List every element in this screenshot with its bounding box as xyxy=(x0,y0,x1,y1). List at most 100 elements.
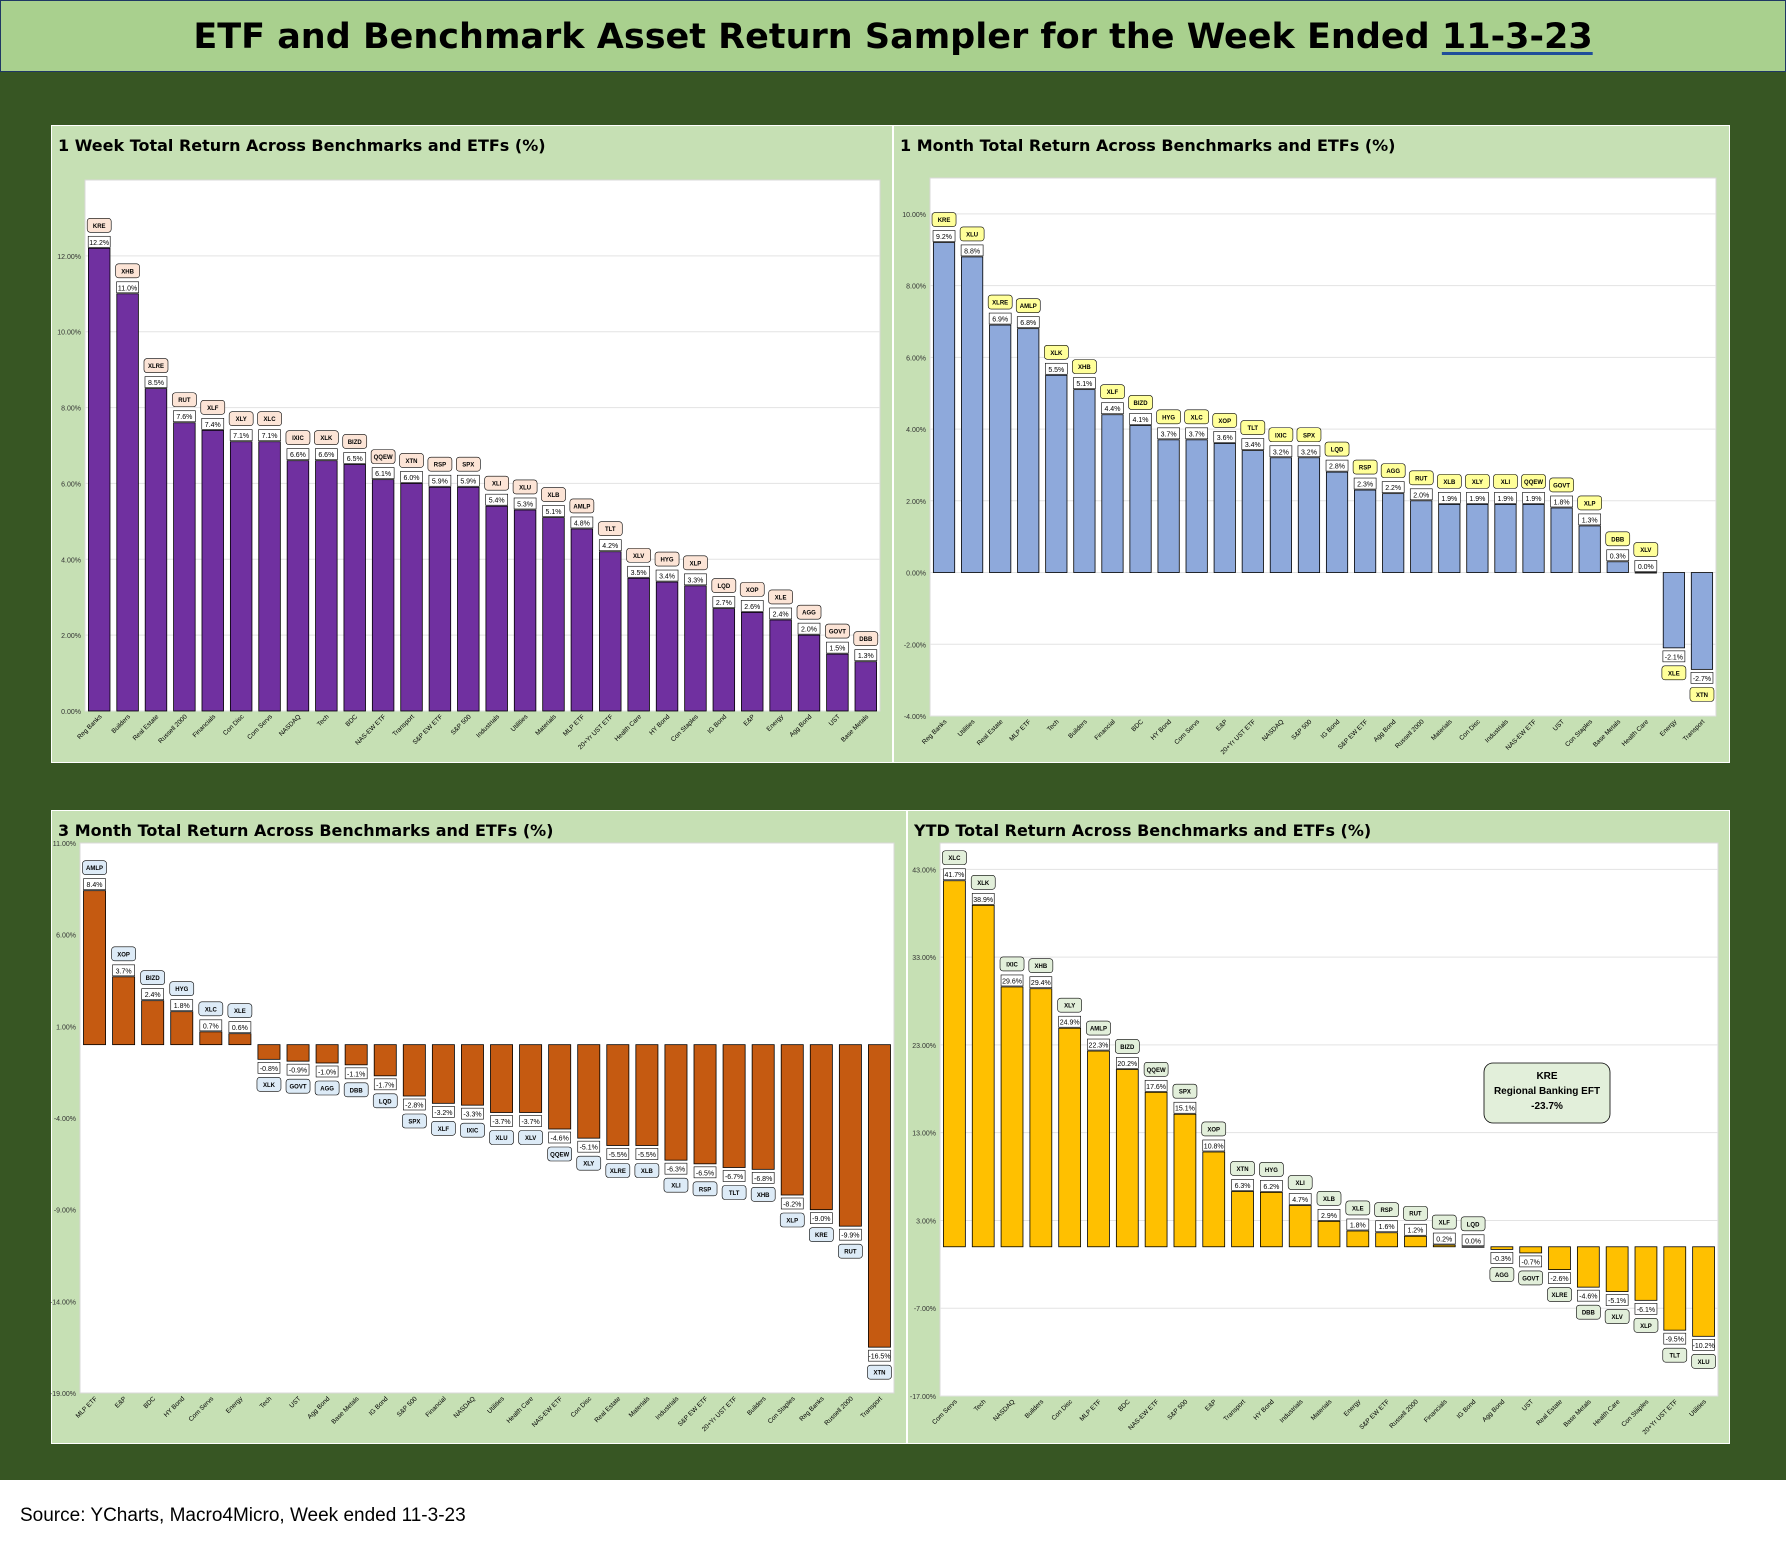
value-label-box xyxy=(1260,1180,1283,1192)
bar xyxy=(485,505,508,712)
ticker-label: XLE xyxy=(775,595,787,601)
value-label-box xyxy=(1577,1289,1600,1302)
page-title-date: 11-3-23 xyxy=(1441,17,1593,57)
ticker-label: XLP xyxy=(786,1219,798,1225)
ticker-label: GOVT xyxy=(1553,483,1570,489)
bar xyxy=(1017,328,1040,573)
ticker-tag xyxy=(402,1113,427,1129)
bar xyxy=(1663,1246,1687,1331)
x-tick-label: Tech xyxy=(316,713,331,728)
bar xyxy=(961,256,984,573)
value-label-box xyxy=(1058,1015,1081,1028)
y-tick-label: 3.00% xyxy=(916,1218,936,1225)
chart-panel-1-week: 1 Week Total Return Across Benchmarks an… xyxy=(51,125,893,763)
x-tick-label: Utilities xyxy=(957,718,977,738)
x-tick-label: Financial xyxy=(1094,718,1118,742)
value-label-box xyxy=(1663,1332,1687,1345)
value-label: 4.4% xyxy=(1104,406,1120,413)
value-label: -4.6% xyxy=(1579,1294,1597,1301)
ticker-label: XLF xyxy=(1107,390,1119,396)
value-label: 1.2% xyxy=(1407,1228,1423,1235)
x-tick-label: HY Bond xyxy=(1253,1398,1277,1422)
value-label-box xyxy=(141,988,164,1000)
bar xyxy=(343,464,366,712)
x-tick-label: S&P EW ETF xyxy=(412,713,445,746)
value-label: 1.9% xyxy=(1526,496,1542,503)
bar xyxy=(854,661,877,712)
y-tick-label: 6.00% xyxy=(61,481,81,488)
chart-ytd-svg: -17.00% -7.00% 3.00% 13.00% 23.00% 33.00% 43.0… xyxy=(910,842,1719,1436)
value-label: 0.0% xyxy=(1638,564,1654,571)
ticker-tag xyxy=(626,547,651,563)
bar xyxy=(1519,1246,1543,1254)
y-tick-label: -4.00% xyxy=(904,714,926,721)
value-label: 2.7% xyxy=(716,600,732,607)
ticker-tag xyxy=(512,479,538,495)
x-tick-label: Energy xyxy=(1343,1398,1363,1418)
x-tick-label: MLP ETF xyxy=(1079,1398,1103,1422)
ticker-tag xyxy=(427,456,453,472)
x-tick-label: NASDAQ xyxy=(278,713,302,737)
ticker-tag xyxy=(1431,1214,1457,1230)
bar xyxy=(1202,1151,1226,1248)
y-tick-label: 2.00% xyxy=(906,499,926,506)
ticker-label: XLI xyxy=(671,1184,681,1190)
value-label: 1.3% xyxy=(1582,517,1598,524)
chart-title: 3 Month Total Return Across Benchmarks a… xyxy=(58,821,554,840)
bar xyxy=(373,1044,397,1077)
ticker-label: LQD xyxy=(718,584,731,590)
chart-1-week-svg: 0.00% 2.00% 4.00% 6.00% 8.00% 10.00% 12.00% 12.… xyxy=(57,179,881,751)
value-label-box xyxy=(373,1078,397,1091)
ticker-label: XLC xyxy=(205,1007,218,1013)
ticker-tag xyxy=(1493,474,1518,489)
bar xyxy=(1576,1246,1600,1288)
ticker-tag xyxy=(999,956,1025,972)
value-label-box xyxy=(1548,1272,1571,1284)
x-tick-label: S&P 500 xyxy=(1166,1398,1189,1421)
value-label-box xyxy=(286,448,310,460)
ticker-tag xyxy=(1408,470,1434,486)
value-label: -6.7% xyxy=(725,1174,743,1181)
value-label-box xyxy=(1409,488,1433,501)
ticker-label: BIZD xyxy=(146,976,161,982)
ticker-label: BIZD xyxy=(1120,1045,1135,1051)
y-tick-label: 23.00% xyxy=(912,1043,936,1050)
value-label: 6.6% xyxy=(290,452,306,459)
bar xyxy=(1692,1246,1715,1337)
value-label: 38.9% xyxy=(973,897,993,904)
bar xyxy=(1297,457,1321,573)
ticker-label: SPX xyxy=(1303,433,1315,439)
value-label: 0.6% xyxy=(232,1025,248,1032)
bar xyxy=(1000,986,1024,1248)
value-label: -3.7% xyxy=(521,1119,539,1126)
ticker-label: KRE xyxy=(815,1233,828,1239)
x-tick-label: Transport xyxy=(1682,718,1707,743)
bar xyxy=(431,1044,455,1104)
ticker-label: XLK xyxy=(977,881,990,887)
ticker-tag xyxy=(768,589,793,605)
value-label-box xyxy=(1522,492,1545,504)
value-label-box xyxy=(1288,1193,1312,1205)
ticker-tag xyxy=(489,1130,514,1145)
ticker-tag xyxy=(1100,384,1125,400)
ticker-label: XTN xyxy=(873,1371,885,1377)
x-tick-label: Health Care xyxy=(1592,1398,1622,1428)
y-tick-label: 0.00% xyxy=(61,709,81,716)
value-label: 6.5% xyxy=(347,456,363,463)
value-label-box xyxy=(1185,427,1208,440)
bar xyxy=(971,904,995,1248)
ticker-label: XLRE xyxy=(148,364,164,370)
ticker-tag xyxy=(1521,474,1546,489)
ticker-label: XHB xyxy=(757,1193,770,1199)
value-label-box xyxy=(1461,1234,1485,1247)
ticker-tag xyxy=(721,1185,747,1200)
value-label: 5.1% xyxy=(1076,381,1092,388)
bar xyxy=(826,653,849,712)
ticker-tag xyxy=(1460,1216,1486,1232)
ticker-label: IXIC xyxy=(1275,433,1287,439)
x-tick-label: S&P 500 xyxy=(450,713,473,736)
bar xyxy=(144,388,168,712)
ticker-label: XHB xyxy=(121,269,134,275)
value-label: 0.2% xyxy=(1436,1237,1452,1244)
x-tick-label: Com Servs xyxy=(188,1395,216,1423)
